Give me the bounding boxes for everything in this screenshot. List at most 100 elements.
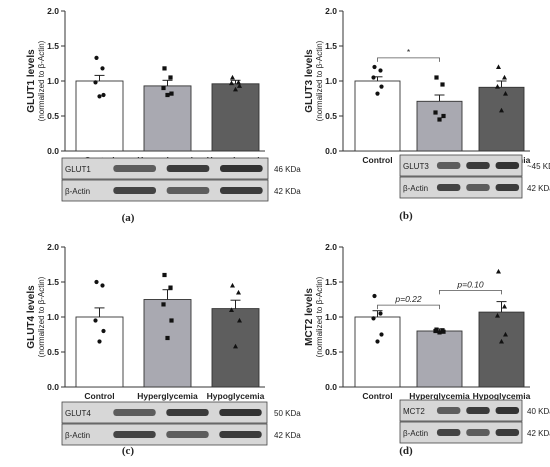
- blot-band: [466, 429, 490, 436]
- y-tick-label: 0.5: [47, 111, 59, 121]
- y-tick-label: 2.0: [325, 242, 337, 252]
- y-tick-label: 0.5: [325, 347, 337, 357]
- bar-hyperglycemia: [416, 330, 463, 388]
- bar-control: [75, 80, 124, 152]
- y-tick-label: 0.0: [47, 146, 59, 156]
- y-tick-label: 0.0: [47, 382, 59, 392]
- y-tick-label: 0.0: [325, 146, 337, 156]
- data-point: [168, 285, 173, 290]
- blot-band: [113, 431, 156, 438]
- blot-band-label: β-Actin: [65, 431, 90, 440]
- blot-band-label: MCT2: [403, 407, 425, 416]
- blot-band: [495, 162, 520, 169]
- significance-label: *: [407, 47, 411, 57]
- category-label: Hypoglycemia: [207, 391, 265, 401]
- data-point: [230, 74, 235, 80]
- data-point: [101, 92, 106, 98]
- blot-band-label: β-Actin: [403, 429, 428, 438]
- blot-weight-label: 42 KDa: [274, 187, 301, 196]
- significance-label: p=0.22: [394, 294, 422, 304]
- bar-hyperglycemia: [416, 100, 463, 152]
- data-point: [495, 313, 500, 318]
- blot-band: [113, 165, 156, 172]
- data-point: [434, 75, 439, 80]
- bar-control: [75, 316, 124, 388]
- y-tick-label: 1.5: [325, 277, 337, 287]
- data-point: [372, 293, 377, 299]
- data-point: [433, 110, 438, 115]
- blot-band: [466, 184, 490, 191]
- y-axis-sublabel: (normalized to β-Actin): [315, 276, 324, 357]
- blot-weight-label: ~45 KDa: [527, 162, 550, 171]
- data-point: [97, 94, 102, 99]
- data-point: [169, 91, 174, 96]
- blot-row: [399, 154, 523, 177]
- bar-hypoglycemia: [478, 311, 525, 388]
- blot-band: [466, 407, 490, 414]
- y-tick-label: 2.0: [47, 242, 59, 252]
- data-point: [495, 84, 500, 89]
- significance-bracket: [439, 289, 502, 295]
- data-point: [97, 339, 102, 344]
- y-tick-label: 1.5: [47, 277, 59, 287]
- data-point: [93, 318, 98, 323]
- category-label: Hypoglycemia: [473, 391, 531, 401]
- significance-bracket: [377, 304, 440, 310]
- data-point: [502, 303, 507, 309]
- blot-band: [220, 187, 263, 194]
- blot-band: [113, 187, 156, 194]
- blot-band: [436, 429, 461, 436]
- blot-weight-label: 42 KDa: [527, 429, 550, 438]
- y-tick-label: 0.5: [47, 347, 59, 357]
- blot-band: [436, 407, 461, 414]
- data-point: [237, 83, 242, 88]
- blot-band-label: GLUT4: [65, 409, 91, 418]
- blot-band: [113, 409, 156, 416]
- blot-weight-label: 42 KDa: [274, 431, 301, 440]
- data-point: [441, 329, 446, 334]
- blot-band: [219, 431, 262, 438]
- bar-hyperglycemia: [143, 85, 192, 152]
- blot-row: [399, 399, 523, 422]
- y-axis-sublabel: (normalized to β-Actin): [37, 40, 46, 121]
- data-point: [101, 328, 106, 334]
- data-point: [168, 75, 173, 80]
- blot-band: [436, 184, 461, 191]
- blot-row: [61, 157, 269, 180]
- data-point: [379, 84, 384, 89]
- bar-hypoglycemia: [478, 86, 525, 152]
- data-point: [433, 328, 438, 334]
- y-axis-label: GLUT3 levels: [304, 49, 315, 113]
- panel-c: 0.0 0.5 1.0 1.5 2.0 GLUT4 levels (normalized t…: [26, 242, 301, 457]
- blot-weight-label: 46 KDa: [274, 165, 301, 174]
- y-tick-label: 2.0: [325, 6, 337, 16]
- y-axis-sublabel: (normalized to β-Actin): [315, 40, 324, 121]
- data-point: [233, 343, 238, 349]
- y-tick-label: 0.5: [325, 111, 337, 121]
- blot-band-label: GLUT3: [403, 162, 429, 171]
- category-label: Control: [362, 155, 392, 165]
- data-point: [230, 282, 235, 288]
- blot-band: [219, 409, 262, 416]
- blot-row: [399, 421, 523, 444]
- y-axis-sublabel: (normalized to β-Actin): [37, 276, 46, 357]
- panel-b: 0.0 0.5 1.0 1.5 2.0 GLUT3 levels (normalized t…: [304, 6, 550, 222]
- data-point: [229, 307, 234, 312]
- blot-weight-label: 42 KDa: [527, 184, 550, 193]
- data-point: [503, 91, 508, 96]
- bar-hypoglycemia: [211, 83, 260, 152]
- y-axis-label: GLUT1 levels: [26, 49, 37, 113]
- data-point: [375, 339, 380, 344]
- y-axis-label: GLUT4 levels: [26, 285, 37, 349]
- data-point: [94, 55, 99, 61]
- blot-band: [166, 431, 209, 438]
- blot-band: [495, 429, 520, 436]
- blot-weight-label: 40 KDa: [527, 407, 550, 416]
- data-point: [100, 66, 105, 71]
- significance-bracket: [377, 57, 440, 62]
- data-point: [236, 79, 241, 85]
- data-point: [161, 302, 166, 307]
- panel-label: (c): [122, 445, 135, 457]
- panel-label: (a): [122, 212, 135, 224]
